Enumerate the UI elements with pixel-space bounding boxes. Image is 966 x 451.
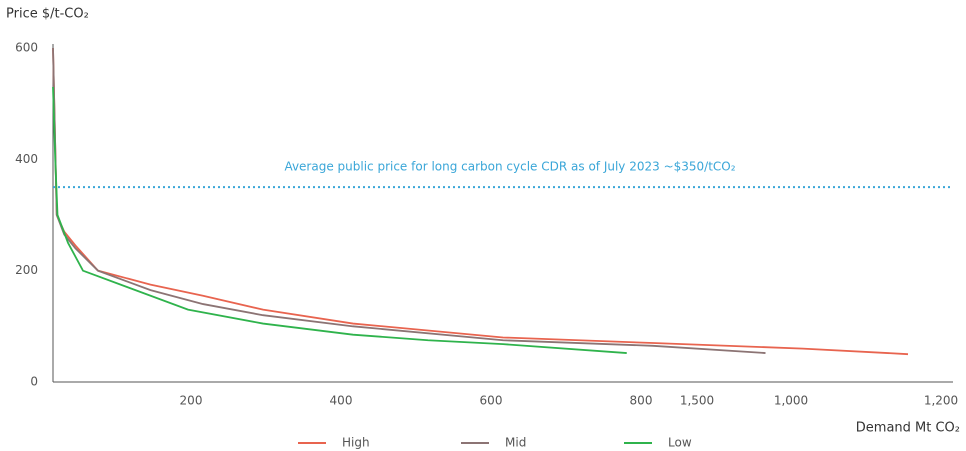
line-series	[52, 47, 766, 354]
line-series	[52, 47, 909, 356]
line-series	[52, 86, 627, 354]
x-tick-label: 1,200	[924, 394, 958, 408]
x-tick-label: 600	[480, 394, 503, 408]
legend-label: Mid	[505, 436, 526, 450]
y-tick-label: 0	[30, 375, 38, 389]
reference-label: Average public price for long carbon cyc…	[284, 160, 735, 174]
legend-label: High	[342, 436, 370, 450]
y-tick-label: 400	[15, 152, 38, 166]
x-tick-label: 1,000	[774, 394, 808, 408]
x-tick-label: 200	[180, 394, 203, 408]
x-tick-label: 800	[630, 394, 653, 408]
x-tick-label: 400	[330, 394, 353, 408]
legend-label: Low	[668, 436, 692, 450]
y-axis-label: Price $/t-CO₂	[6, 7, 89, 22]
x-axis-label: Demand Mt CO₂	[856, 421, 960, 436]
y-tick-label: 200	[15, 263, 38, 277]
x-tick-label: 1,500	[680, 394, 714, 408]
y-tick-label: 600	[15, 41, 38, 55]
